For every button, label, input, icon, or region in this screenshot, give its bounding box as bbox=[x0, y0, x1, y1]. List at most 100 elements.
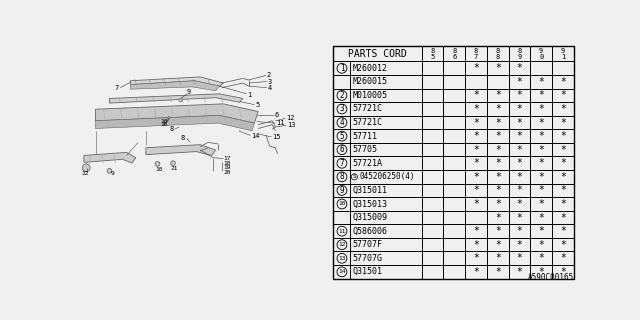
Bar bbox=[531, 61, 552, 75]
Bar bbox=[509, 75, 531, 89]
Text: 14: 14 bbox=[252, 133, 260, 139]
Text: 16: 16 bbox=[160, 122, 167, 127]
Text: 9: 9 bbox=[340, 186, 344, 195]
Bar bbox=[422, 129, 444, 143]
Bar bbox=[465, 89, 487, 102]
Bar bbox=[509, 116, 531, 129]
Bar bbox=[509, 170, 531, 184]
Bar bbox=[333, 143, 351, 156]
Bar bbox=[465, 197, 487, 211]
Text: *: * bbox=[560, 91, 566, 100]
Text: *: * bbox=[516, 63, 522, 73]
Bar bbox=[487, 129, 509, 143]
Bar bbox=[465, 46, 487, 61]
Bar bbox=[422, 265, 444, 279]
Text: 17: 17 bbox=[223, 156, 231, 161]
Bar bbox=[444, 197, 465, 211]
Bar bbox=[487, 224, 509, 238]
Text: 11: 11 bbox=[338, 229, 346, 234]
Text: M260012: M260012 bbox=[353, 64, 388, 73]
Text: Q31501: Q31501 bbox=[353, 267, 383, 276]
Polygon shape bbox=[131, 81, 220, 91]
Bar bbox=[422, 61, 444, 75]
Bar bbox=[509, 224, 531, 238]
Bar bbox=[531, 102, 552, 116]
Text: 9: 9 bbox=[186, 89, 191, 95]
Bar bbox=[333, 211, 351, 224]
Bar bbox=[552, 129, 573, 143]
Circle shape bbox=[179, 98, 182, 102]
Bar bbox=[422, 102, 444, 116]
Bar bbox=[444, 46, 465, 61]
Bar bbox=[531, 46, 552, 61]
Text: *: * bbox=[495, 145, 500, 155]
Text: 2: 2 bbox=[267, 72, 271, 78]
Bar bbox=[333, 46, 573, 279]
Text: 21: 21 bbox=[171, 166, 178, 171]
Bar bbox=[422, 224, 444, 238]
Bar bbox=[509, 102, 531, 116]
Bar bbox=[333, 224, 351, 238]
Text: 18: 18 bbox=[223, 161, 231, 166]
Bar bbox=[552, 184, 573, 197]
Text: *: * bbox=[516, 91, 522, 100]
Bar bbox=[487, 143, 509, 156]
Text: *: * bbox=[495, 131, 500, 141]
Text: *: * bbox=[538, 172, 544, 182]
Bar bbox=[444, 116, 465, 129]
Polygon shape bbox=[95, 116, 254, 131]
Bar bbox=[552, 102, 573, 116]
Bar bbox=[531, 211, 552, 224]
Text: *: * bbox=[473, 158, 479, 168]
Text: *: * bbox=[560, 131, 566, 141]
Bar bbox=[333, 265, 351, 279]
Bar bbox=[465, 156, 487, 170]
Circle shape bbox=[83, 164, 90, 172]
Bar bbox=[465, 170, 487, 184]
Text: 3: 3 bbox=[268, 78, 272, 84]
Text: *: * bbox=[516, 131, 522, 141]
Bar bbox=[552, 156, 573, 170]
Bar bbox=[422, 238, 444, 252]
Bar bbox=[487, 184, 509, 197]
Bar bbox=[509, 238, 531, 252]
Bar bbox=[465, 143, 487, 156]
Bar bbox=[487, 61, 509, 75]
Bar bbox=[552, 211, 573, 224]
Bar bbox=[351, 252, 422, 265]
Text: *: * bbox=[516, 172, 522, 182]
Text: 14: 14 bbox=[338, 269, 346, 274]
Bar bbox=[509, 184, 531, 197]
Bar bbox=[422, 184, 444, 197]
Text: 11: 11 bbox=[276, 120, 285, 126]
Text: *: * bbox=[495, 267, 500, 277]
Text: *: * bbox=[538, 226, 544, 236]
Bar bbox=[351, 116, 422, 129]
Text: *: * bbox=[473, 267, 479, 277]
Text: *: * bbox=[538, 185, 544, 196]
Bar bbox=[422, 252, 444, 265]
Circle shape bbox=[171, 161, 175, 165]
Text: *: * bbox=[560, 77, 566, 87]
Text: Q315013: Q315013 bbox=[353, 199, 388, 209]
Bar bbox=[444, 211, 465, 224]
Text: *: * bbox=[516, 240, 522, 250]
Text: 12: 12 bbox=[286, 116, 294, 122]
Bar bbox=[487, 238, 509, 252]
Bar bbox=[465, 184, 487, 197]
Text: 15: 15 bbox=[272, 134, 281, 140]
Text: 5: 5 bbox=[255, 102, 259, 108]
Text: 57721C: 57721C bbox=[353, 118, 383, 127]
Bar bbox=[487, 211, 509, 224]
Bar bbox=[465, 129, 487, 143]
Bar bbox=[487, 102, 509, 116]
Bar bbox=[552, 252, 573, 265]
Bar bbox=[422, 116, 444, 129]
Bar bbox=[487, 197, 509, 211]
Text: 8: 8 bbox=[340, 172, 344, 181]
Text: *: * bbox=[495, 199, 500, 209]
Text: M010005: M010005 bbox=[353, 91, 388, 100]
Bar bbox=[465, 238, 487, 252]
Bar bbox=[509, 156, 531, 170]
Bar bbox=[552, 238, 573, 252]
